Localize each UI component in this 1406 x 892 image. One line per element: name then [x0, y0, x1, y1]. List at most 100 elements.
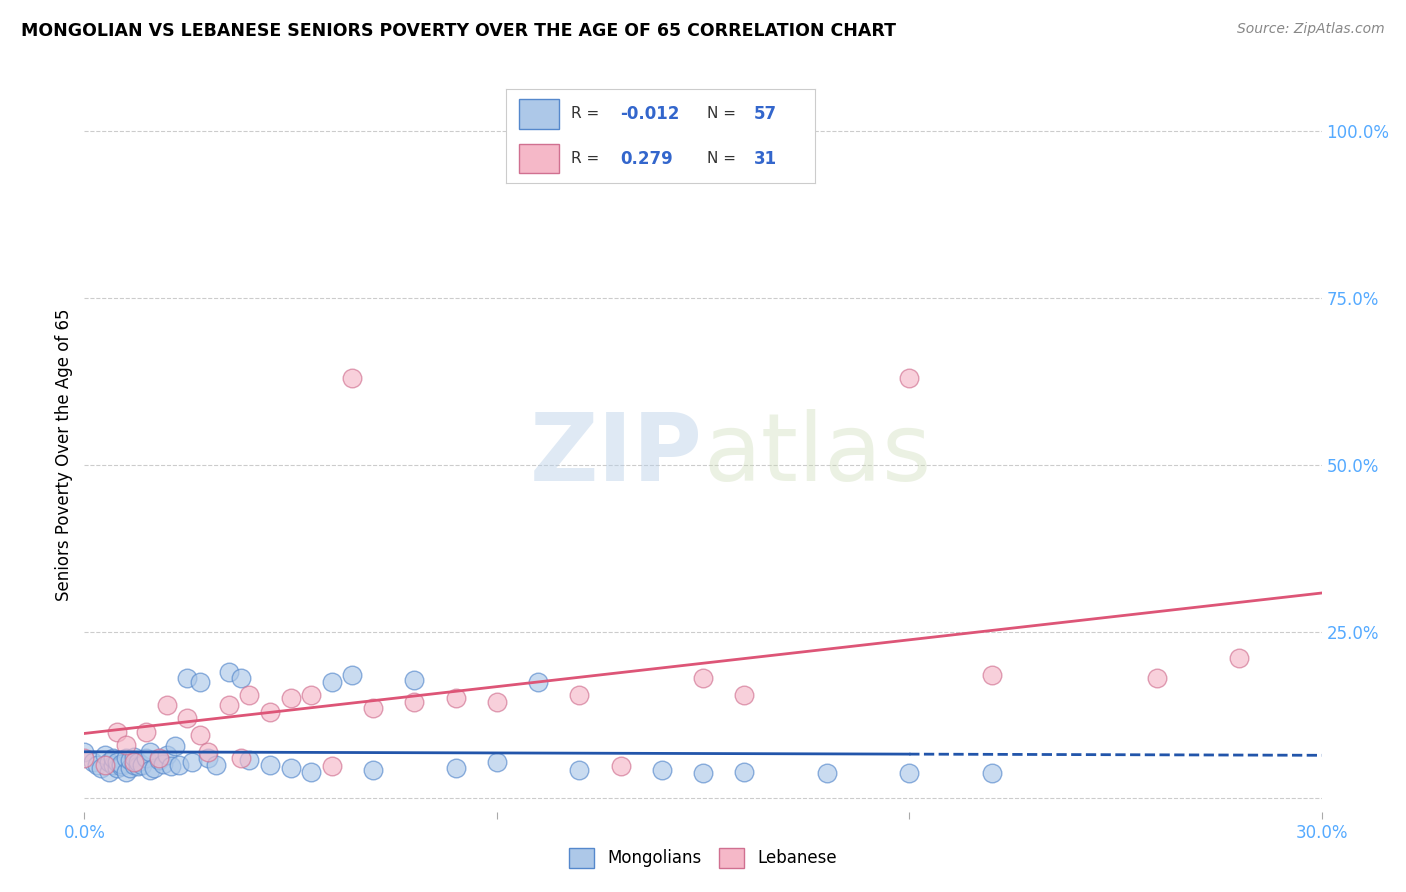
Point — [444, 691, 467, 706]
Point — [122, 758, 145, 772]
Point — [165, 739, 187, 754]
Point — [321, 759, 343, 773]
Text: atlas: atlas — [703, 409, 931, 501]
Point — [692, 671, 714, 685]
Point — [143, 761, 166, 775]
Point — [156, 747, 179, 762]
Point — [238, 688, 260, 702]
Point — [82, 755, 104, 769]
Point — [86, 758, 108, 772]
Point — [114, 751, 136, 765]
Point — [180, 755, 202, 769]
Point — [176, 671, 198, 685]
Point — [90, 761, 112, 775]
Point — [98, 764, 121, 779]
Point — [609, 759, 631, 773]
Legend: Mongolians, Lebanese: Mongolians, Lebanese — [562, 841, 844, 875]
Point — [127, 759, 149, 773]
Text: R =: R = — [571, 106, 599, 121]
Point — [229, 671, 252, 685]
Point — [188, 674, 211, 689]
Point — [135, 751, 157, 765]
Point — [114, 764, 136, 779]
Point — [73, 751, 96, 765]
Point — [114, 738, 136, 752]
Text: -0.012: -0.012 — [620, 104, 681, 122]
Point — [118, 753, 141, 767]
Point — [148, 751, 170, 765]
Point — [122, 750, 145, 764]
Point — [361, 701, 384, 715]
Point — [404, 673, 426, 687]
Point — [110, 759, 132, 773]
Text: ZIP: ZIP — [530, 409, 703, 501]
Point — [568, 688, 591, 702]
Text: N =: N = — [707, 151, 737, 166]
Point — [135, 724, 157, 739]
Y-axis label: Seniors Poverty Over the Age of 65: Seniors Poverty Over the Age of 65 — [55, 309, 73, 601]
Point — [103, 758, 125, 772]
Point — [299, 764, 322, 779]
Text: 31: 31 — [754, 150, 776, 168]
Point — [152, 756, 174, 771]
Point — [733, 764, 755, 779]
Point — [361, 764, 384, 778]
Point — [197, 751, 219, 765]
Point — [167, 758, 190, 772]
Point — [321, 674, 343, 689]
Point — [299, 688, 322, 702]
Text: R =: R = — [571, 151, 599, 166]
Point — [218, 665, 240, 679]
Point — [103, 751, 125, 765]
Point — [259, 705, 281, 719]
Point — [485, 695, 508, 709]
Point — [1146, 671, 1168, 685]
Text: 57: 57 — [754, 104, 776, 122]
Point — [980, 766, 1002, 780]
Point — [259, 758, 281, 772]
Point — [980, 668, 1002, 682]
Point — [898, 371, 921, 385]
Text: 0.279: 0.279 — [620, 150, 673, 168]
Point — [1227, 651, 1250, 665]
Point — [110, 756, 132, 771]
Point — [105, 755, 128, 769]
Point — [98, 755, 121, 769]
Text: MONGOLIAN VS LEBANESE SENIORS POVERTY OVER THE AGE OF 65 CORRELATION CHART: MONGOLIAN VS LEBANESE SENIORS POVERTY OV… — [21, 22, 896, 40]
Point — [205, 758, 228, 772]
Point — [105, 724, 128, 739]
Text: Source: ZipAtlas.com: Source: ZipAtlas.com — [1237, 22, 1385, 37]
Point — [651, 764, 673, 778]
Point — [815, 766, 838, 780]
Point — [160, 759, 183, 773]
Point — [692, 766, 714, 780]
Point — [342, 668, 364, 682]
FancyBboxPatch shape — [519, 98, 558, 128]
Point — [238, 753, 260, 767]
Point — [342, 371, 364, 385]
Point — [139, 764, 162, 778]
Point — [188, 728, 211, 742]
Point — [733, 688, 755, 702]
Point — [404, 695, 426, 709]
Point — [280, 691, 302, 706]
Point — [94, 758, 117, 772]
Point — [94, 747, 117, 762]
Point — [105, 761, 128, 775]
Point — [485, 755, 508, 769]
Point — [131, 758, 153, 772]
Point — [118, 761, 141, 775]
Point — [176, 711, 198, 725]
Point — [148, 753, 170, 767]
Point — [898, 766, 921, 780]
Point — [527, 674, 550, 689]
Point — [568, 764, 591, 778]
Point — [139, 745, 162, 759]
Point — [218, 698, 240, 712]
Text: N =: N = — [707, 106, 737, 121]
Point — [444, 761, 467, 775]
Point — [229, 751, 252, 765]
Point — [280, 761, 302, 775]
Point — [197, 745, 219, 759]
FancyBboxPatch shape — [519, 144, 558, 173]
